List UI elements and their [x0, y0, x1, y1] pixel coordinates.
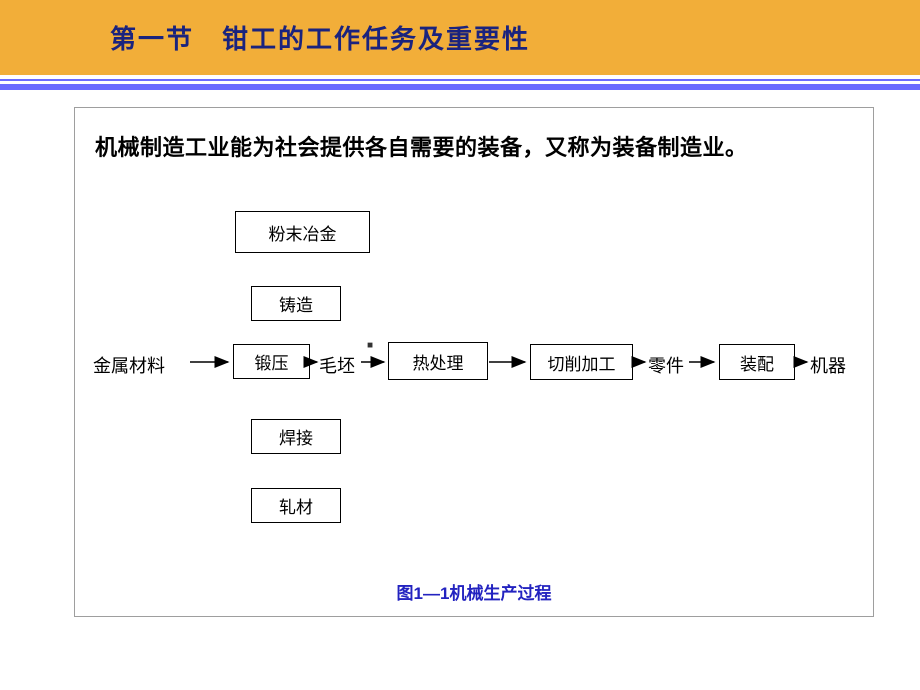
page-title: 第一节 钳工的工作任务及重要性 — [110, 19, 530, 56]
flowchart-diagram: 金属材料 毛坯 零件 机器 粉末冶金 铸造 锻压 焊接 轧材 热处理 切削加工 … — [75, 108, 875, 618]
arrow-1 — [75, 108, 875, 618]
rule-thin — [0, 79, 920, 81]
header-bar: 第一节 钳工的工作任务及重要性 — [0, 0, 920, 75]
rule-thick — [0, 84, 920, 90]
content-frame: 机械制造工业能为社会提供各自需要的装备，又称为装备制造业。 金属材料 毛坯 零件… — [74, 107, 874, 617]
diagram-caption: 图1—1机械生产过程 — [75, 579, 873, 604]
